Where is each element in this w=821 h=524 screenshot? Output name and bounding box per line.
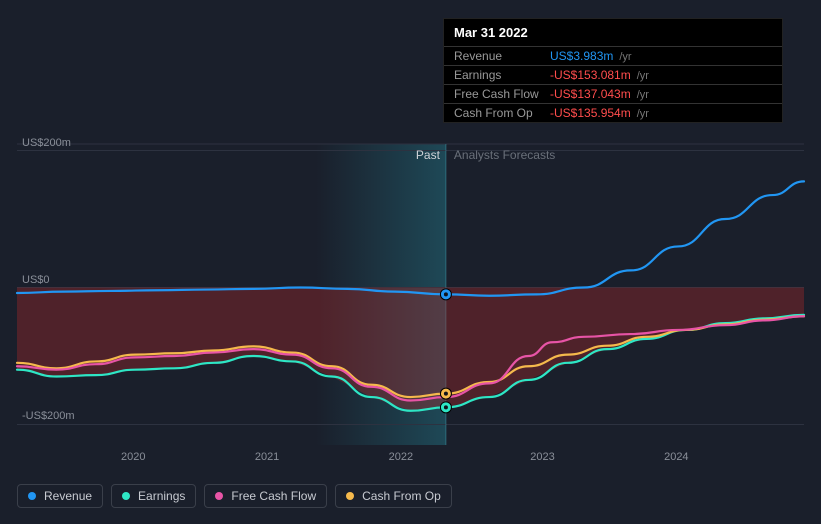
legend-dot-icon [215, 492, 223, 500]
tooltip-row-value: -US$135.954m [550, 106, 631, 120]
legend-dot-icon [122, 492, 130, 500]
tooltip-row-unit: /yr [637, 70, 649, 82]
tooltip-row-label: Earnings [454, 68, 544, 82]
tooltip-row: Cash From Op -US$135.954m/yr [444, 103, 782, 122]
past-label: Past [406, 148, 440, 162]
tooltip-row: Earnings -US$153.081m/yr [444, 65, 782, 84]
tooltip-row-value: -US$153.081m [550, 68, 631, 82]
tooltip-row-label: Revenue [454, 49, 544, 63]
tooltip-row-value: US$3.983m [550, 49, 613, 63]
legend-item-cfo[interactable]: Cash From Op [335, 484, 452, 508]
chart-tooltip: Mar 31 2022 Revenue US$3.983m/yr Earnings -U… [443, 18, 783, 123]
tooltip-row-unit: /yr [619, 51, 631, 63]
tooltip-row-label: Cash From Op [454, 106, 544, 120]
tooltip-title: Mar 31 2022 [444, 25, 782, 46]
legend-item-fcf[interactable]: Free Cash Flow [204, 484, 327, 508]
x-axis-label: 2024 [664, 451, 688, 463]
legend-item-label: Free Cash Flow [231, 489, 316, 503]
tooltip-row: Free Cash Flow -US$137.043m/yr [444, 84, 782, 103]
legend-item-earnings[interactable]: Earnings [111, 484, 196, 508]
legend-item-label: Cash From Op [362, 489, 441, 503]
legend-item-revenue[interactable]: Revenue [17, 484, 103, 508]
forecast-label: Analysts Forecasts [454, 148, 555, 162]
legend-dot-icon [28, 492, 36, 500]
tooltip-row-value: -US$137.043m [550, 87, 631, 101]
tooltip-row-unit: /yr [637, 108, 649, 120]
tooltip-row: Revenue US$3.983m/yr [444, 46, 782, 65]
chart-legend: Revenue Earnings Free Cash Flow Cash From O… [17, 484, 452, 508]
y-axis-label: US$200m [22, 137, 71, 149]
x-axis-label: 2022 [389, 451, 413, 463]
x-axis-label: 2021 [255, 451, 279, 463]
legend-dot-icon [346, 492, 354, 500]
tooltip-row-label: Free Cash Flow [454, 87, 544, 101]
x-axis-label: 2023 [530, 451, 554, 463]
x-axis-label: 2020 [121, 451, 145, 463]
legend-item-label: Revenue [44, 489, 92, 503]
y-axis-label: -US$200m [22, 410, 75, 422]
legend-item-label: Earnings [138, 489, 185, 503]
tooltip-row-unit: /yr [637, 89, 649, 101]
y-axis-label: US$0 [22, 274, 50, 286]
